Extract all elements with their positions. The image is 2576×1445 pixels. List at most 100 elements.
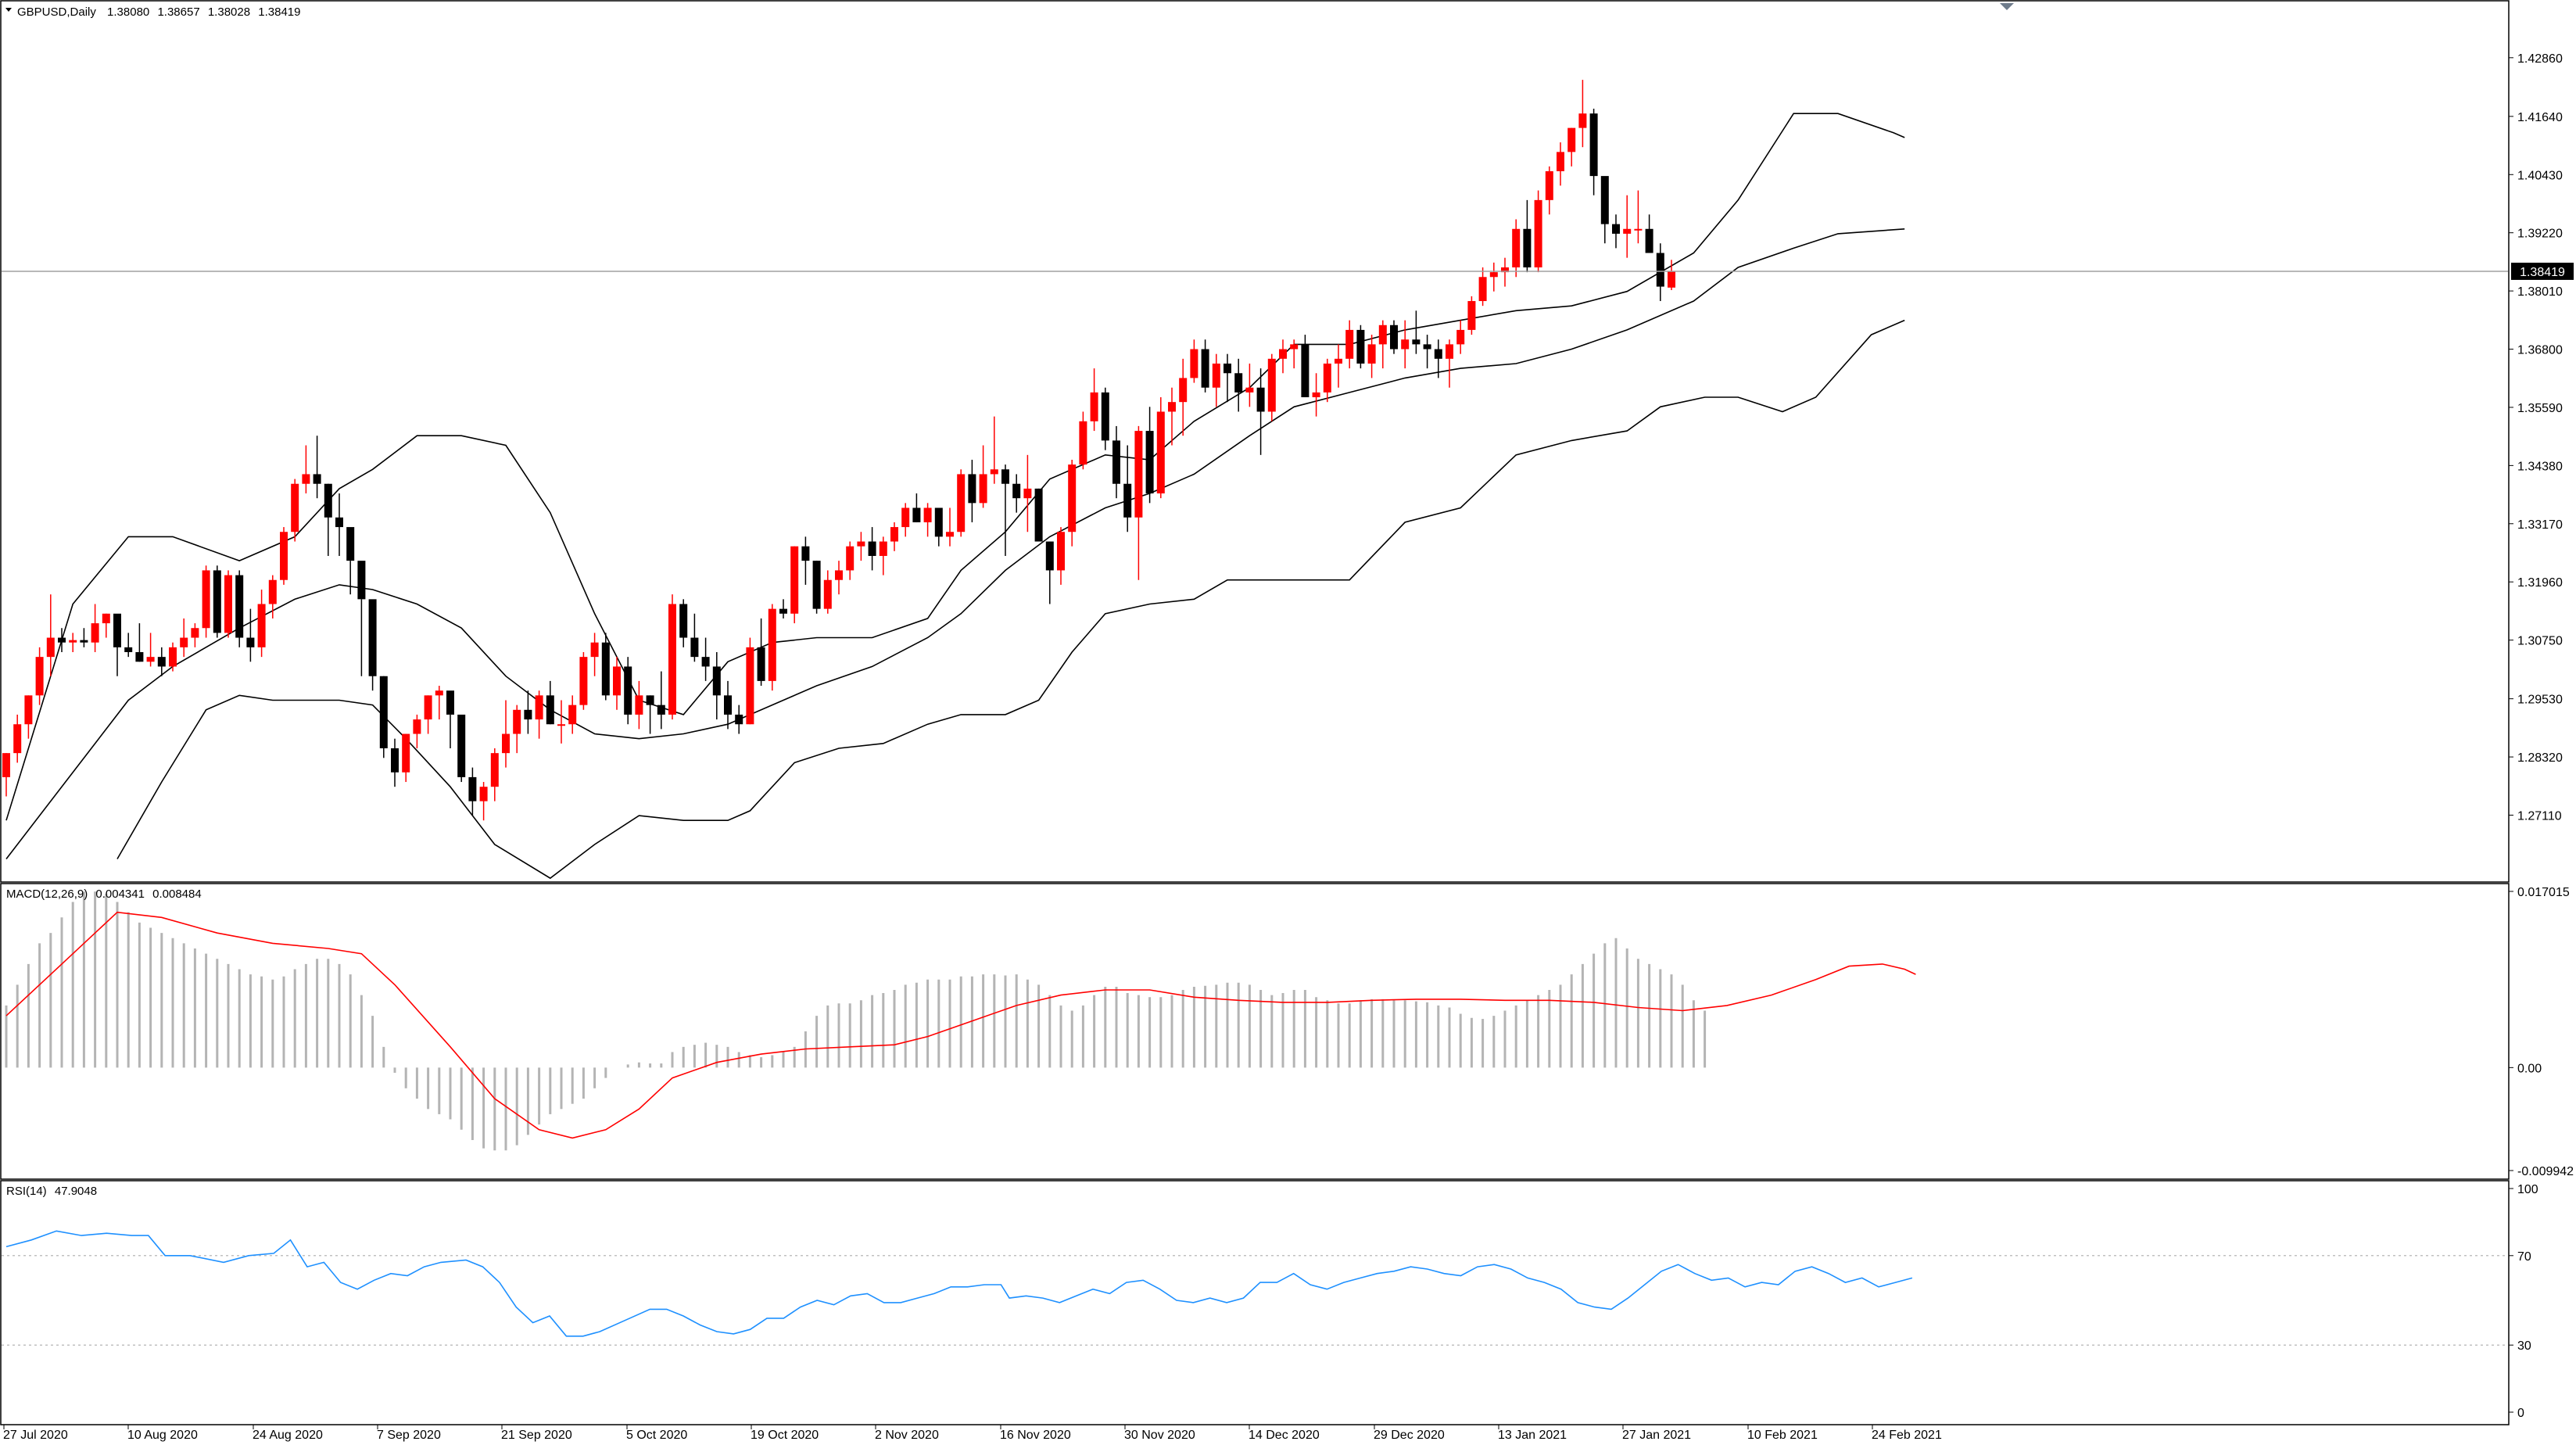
bullish-candle bbox=[1512, 228, 1521, 267]
rsi-tick-label: 30 bbox=[2517, 1339, 2531, 1353]
bullish-candle bbox=[635, 695, 643, 715]
price-panel[interactable] bbox=[0, 0, 2510, 883]
time-tick-label: 7 Sep 2020 bbox=[377, 1429, 441, 1442]
chart-shift-marker-icon[interactable] bbox=[2000, 3, 2014, 10]
bearish-candle bbox=[1234, 373, 1243, 393]
price-tick-label: 1.31960 bbox=[2517, 576, 2563, 590]
bearish-candle bbox=[1412, 339, 1421, 345]
macd-indicator bbox=[5, 891, 1916, 1151]
bearish-candle bbox=[1600, 176, 1609, 224]
rsi-tick-label: 100 bbox=[2517, 1183, 2538, 1196]
bearish-candle bbox=[1012, 483, 1021, 499]
bullish-candle bbox=[1345, 329, 1354, 359]
bearish-candle bbox=[1201, 349, 1209, 388]
bullish-candle bbox=[180, 637, 188, 647]
bullish-candle bbox=[613, 666, 621, 696]
bullish-candle bbox=[990, 469, 998, 475]
price-tick-label: 1.38010 bbox=[2517, 285, 2563, 299]
bullish-candle bbox=[835, 570, 843, 580]
bullish-candle bbox=[1023, 488, 1032, 499]
bearish-candle bbox=[1423, 344, 1431, 350]
bearish-candle bbox=[246, 637, 255, 647]
bullish-candle bbox=[435, 690, 443, 696]
bullish-candle bbox=[502, 733, 510, 754]
macd-signal-line bbox=[5, 911, 1916, 1139]
dropdown-arrow-icon[interactable] bbox=[5, 8, 12, 12]
bearish-candle bbox=[1224, 363, 1231, 374]
macd-main-value: 0.004341 bbox=[95, 887, 145, 901]
bearish-candle bbox=[757, 647, 765, 681]
bullish-candle bbox=[1267, 358, 1276, 412]
bullish-candle bbox=[1179, 378, 1188, 403]
bullish-candle bbox=[1212, 363, 1220, 388]
bearish-candle bbox=[601, 642, 610, 696]
bearish-candle bbox=[80, 640, 88, 643]
bullish-candle bbox=[13, 724, 22, 754]
macd-name: MACD(12,26,9) bbox=[6, 887, 88, 901]
bullish-candle bbox=[535, 695, 543, 720]
bearish-candle bbox=[690, 637, 699, 658]
bullish-candle bbox=[2, 753, 10, 777]
bearish-candle bbox=[391, 748, 399, 773]
bearish-candle bbox=[1656, 253, 1664, 287]
rsi-tick-label: 0 bbox=[2517, 1407, 2524, 1420]
bearish-candle bbox=[213, 570, 221, 633]
macd-panel[interactable] bbox=[0, 883, 2510, 1180]
bearish-candle bbox=[724, 695, 732, 715]
time-tick-label: 14 Dec 2020 bbox=[1249, 1429, 1320, 1442]
rsi-panel[interactable] bbox=[0, 1180, 2510, 1425]
bearish-candle bbox=[1034, 488, 1043, 542]
bullish-candle bbox=[268, 579, 277, 604]
open-value: 1.38080 bbox=[107, 5, 149, 19]
bearish-candle bbox=[679, 604, 688, 638]
bullish-candle bbox=[1156, 411, 1165, 494]
bullish-candle bbox=[280, 532, 288, 580]
rsi-line bbox=[5, 1230, 1913, 1337]
bullish-candle bbox=[191, 628, 199, 638]
current-price-label: 1.38419 bbox=[2520, 266, 2565, 279]
price-tick-label: 1.35590 bbox=[2517, 402, 2563, 415]
time-tick-label: 29 Dec 2020 bbox=[1374, 1429, 1445, 1442]
bullish-candle bbox=[302, 474, 310, 484]
price-tick-label: 1.40430 bbox=[2517, 169, 2563, 182]
bullish-candle bbox=[1557, 152, 1564, 171]
bearish-candle bbox=[546, 695, 554, 725]
bearish-candle bbox=[457, 714, 466, 777]
bearish-candle bbox=[868, 541, 876, 556]
time-tick-label: 13 Jan 2021 bbox=[1498, 1429, 1567, 1442]
bearish-candle bbox=[646, 695, 654, 705]
bullish-candle bbox=[746, 647, 754, 725]
bullish-candle bbox=[1323, 363, 1331, 393]
bullish-candle bbox=[1446, 344, 1453, 359]
time-tick-label: 27 Jan 2021 bbox=[1622, 1429, 1691, 1442]
bullish-candle bbox=[1578, 113, 1587, 128]
bullish-candle bbox=[479, 787, 488, 801]
bullish-candle bbox=[1478, 277, 1487, 302]
bullish-candle bbox=[1290, 344, 1299, 350]
bullish-candle bbox=[857, 541, 865, 547]
bullish-candle bbox=[169, 647, 177, 667]
bullish-candle bbox=[901, 507, 910, 528]
bullish-candle bbox=[102, 613, 110, 624]
bearish-candle bbox=[801, 546, 810, 561]
bullish-candle bbox=[1623, 228, 1632, 234]
bearish-candle bbox=[1434, 349, 1442, 359]
bullish-candle bbox=[879, 541, 887, 556]
bullish-candle bbox=[923, 507, 932, 522]
current-price-tag bbox=[2511, 262, 2574, 280]
bullish-candle bbox=[1668, 271, 1675, 288]
bullish-candle bbox=[1335, 358, 1342, 364]
macd-header: MACD(12,26,9) 0.004341 0.008484 bbox=[6, 887, 202, 901]
bearish-candle bbox=[735, 714, 743, 725]
bearish-candle bbox=[968, 474, 976, 504]
bearish-candle bbox=[1001, 469, 1009, 484]
low-value: 1.38028 bbox=[208, 5, 250, 19]
bullish-candle bbox=[35, 657, 44, 696]
bullish-candle bbox=[1090, 392, 1098, 421]
bullish-candle bbox=[1245, 387, 1254, 393]
bearish-candle bbox=[524, 709, 532, 720]
bullish-candle bbox=[146, 657, 155, 662]
bullish-candle bbox=[1079, 421, 1087, 465]
bearish-candle bbox=[912, 507, 921, 522]
